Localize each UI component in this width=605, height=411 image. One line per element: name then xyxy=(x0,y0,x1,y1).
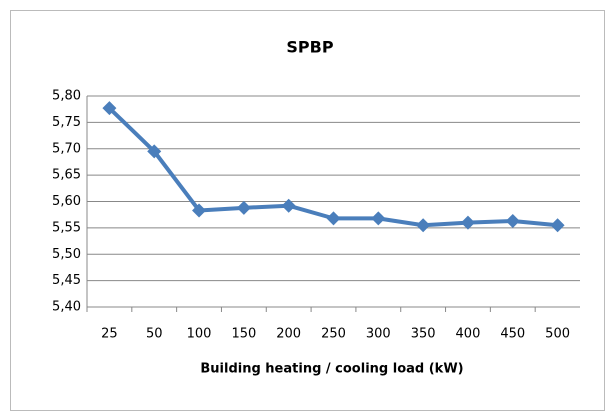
x-tick-label: 450 xyxy=(500,327,525,342)
marker xyxy=(460,215,475,230)
x-tick-label: 50 xyxy=(146,327,163,342)
x-axis-label: Building heating / cooling load (kW) xyxy=(200,362,463,377)
marker xyxy=(236,200,251,215)
x-tick-label: 400 xyxy=(456,327,481,342)
x-tick-label: 25 xyxy=(101,327,118,342)
marker xyxy=(416,218,431,233)
y-tick-label: 5,80 xyxy=(52,89,81,104)
marker xyxy=(371,211,386,226)
marker xyxy=(281,198,296,213)
y-tick-label: 5,55 xyxy=(52,220,81,235)
marker xyxy=(550,218,565,233)
y-tick-label: 5,65 xyxy=(52,168,81,183)
x-tick-label: 150 xyxy=(231,327,256,342)
y-tick-label: 5,50 xyxy=(52,247,81,262)
x-tick-label: 200 xyxy=(276,327,301,342)
y-tick-label: 5,70 xyxy=(52,141,81,156)
y-tick-label: 5,45 xyxy=(52,273,81,288)
x-tick-label: 250 xyxy=(321,327,346,342)
x-tick-label: 300 xyxy=(366,327,391,342)
y-tick-label: 5,75 xyxy=(52,115,81,130)
marker xyxy=(192,203,207,218)
marker xyxy=(147,144,162,159)
x-tick-label: 100 xyxy=(187,327,212,342)
marker xyxy=(326,211,341,226)
y-tick-label: 5,40 xyxy=(52,300,81,315)
y-tick-label: 5,60 xyxy=(52,194,81,209)
marker xyxy=(505,214,520,229)
marker xyxy=(102,101,117,116)
x-tick-label: 500 xyxy=(545,327,570,342)
x-tick-label: 350 xyxy=(411,327,436,342)
chart-title: SPBP xyxy=(286,38,333,57)
